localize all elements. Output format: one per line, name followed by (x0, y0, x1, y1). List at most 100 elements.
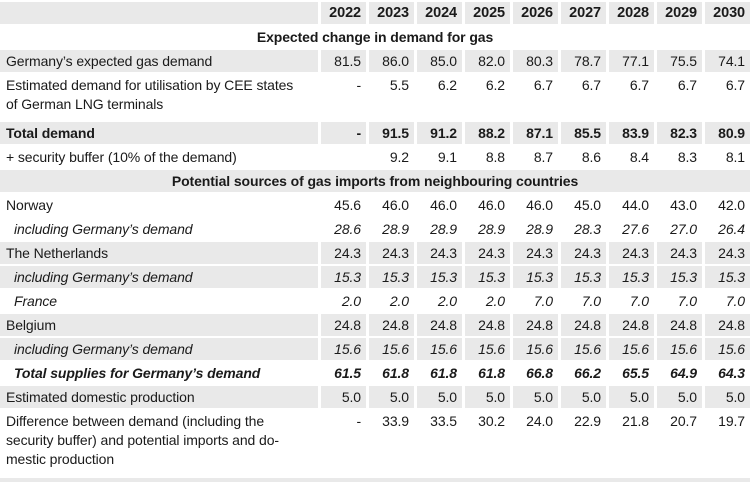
value-cell: 15.6 (609, 338, 654, 360)
section-title-row: Expected change in demand for gas (0, 26, 750, 48)
value-cell: 85.5 (561, 122, 606, 144)
value-cell: 24.8 (657, 314, 702, 336)
value-cell: 2.0 (341, 293, 361, 309)
value-cell: 83.9 (609, 122, 654, 144)
table-row: including Germany’s demand 15.6 15.6 15.6 15… (0, 338, 750, 360)
table-row: Estimated domestic production 5.0 5.0 5.0 5.… (0, 386, 750, 408)
year-column-header: 2026 (513, 2, 558, 24)
value-cell: 21.8 (622, 413, 649, 429)
value-cell: 2.0 (389, 293, 409, 309)
value-cell: - (356, 77, 361, 93)
value-cell: 24.3 (657, 242, 702, 264)
value-cell: 65.5 (622, 365, 649, 381)
value-cell: - (321, 122, 366, 144)
row-label: Estimated domestic production (0, 386, 318, 408)
gas-demand-table: 2022 2023 2024 2025 2026 2027 2028 2029 2030 Exp… (0, 2, 750, 467)
value-cell: 24.0 (526, 413, 553, 429)
row-label: Difference between demand (including the… (6, 413, 279, 467)
value-cell: 8.4 (629, 149, 649, 165)
table-row: Norway 45.6 46.0 46.0 46.0 46.0 45.0 44.0 43.0 42… (0, 194, 750, 216)
value-cell: 15.3 (561, 266, 606, 288)
value-cell: 61.5 (334, 365, 361, 381)
value-cell: 5.0 (705, 386, 750, 408)
value-cell: 15.6 (369, 338, 414, 360)
value-cell: 8.7 (533, 149, 553, 165)
value-cell: 24.3 (705, 242, 750, 264)
row-label: Estimated demand for utilisation by CEE … (6, 77, 294, 112)
row-label: Total demand (0, 122, 318, 144)
value-cell: 20.7 (670, 413, 697, 429)
table-row: Germany’s expected gas demand 81.5 86.0 85.… (0, 50, 750, 72)
section-title-row: Potential sources of gas imports from ne… (0, 170, 750, 192)
value-cell: 46.0 (382, 197, 409, 213)
year-column-header: 2025 (465, 2, 510, 24)
value-cell: 7.0 (629, 293, 649, 309)
value-cell: 26.4 (718, 221, 745, 237)
row-label: The Netherlands (0, 242, 318, 264)
value-cell: 24.3 (561, 242, 606, 264)
value-cell: 46.0 (526, 197, 553, 213)
value-cell: 91.5 (369, 122, 414, 144)
value-cell: 15.6 (465, 338, 510, 360)
value-cell: 7.0 (677, 293, 697, 309)
value-cell: 19.7 (718, 413, 745, 429)
row-label: + security buffer (10% of the demand) (6, 149, 237, 165)
value-cell: 5.0 (465, 386, 510, 408)
value-cell: 24.3 (513, 242, 558, 264)
table-row: Total supplies for Germany’s demand 61.5 6… (0, 362, 750, 384)
value-cell: 24.8 (561, 314, 606, 336)
value-cell: 42.0 (718, 197, 745, 213)
value-cell: 82.3 (657, 122, 702, 144)
row-label: Norway (6, 197, 53, 213)
value-cell: 15.3 (417, 266, 462, 288)
value-cell: 9.1 (437, 149, 457, 165)
value-cell: 15.6 (705, 338, 750, 360)
value-cell: 5.0 (417, 386, 462, 408)
value-cell: 28.3 (574, 221, 601, 237)
row-label: including Germany’s demand (0, 266, 318, 288)
value-cell: 46.0 (430, 197, 457, 213)
value-cell: 8.8 (485, 149, 505, 165)
table-row: The Netherlands 24.3 24.3 24.3 24.3 24.3 24.3 2… (0, 242, 750, 264)
value-cell: 24.8 (465, 314, 510, 336)
value-cell: 85.0 (417, 50, 462, 72)
value-cell: 9.2 (389, 149, 409, 165)
value-cell: 61.8 (430, 365, 457, 381)
value-cell: 6.7 (677, 77, 697, 93)
value-cell: 28.9 (526, 221, 553, 237)
value-cell: 22.9 (574, 413, 601, 429)
value-cell: 15.6 (513, 338, 558, 360)
value-cell: 5.5 (389, 77, 409, 93)
year-column-header: 2024 (417, 2, 462, 24)
value-cell: 82.0 (465, 50, 510, 72)
value-cell: 64.9 (670, 365, 697, 381)
table-row: Belgium 24.8 24.8 24.8 24.8 24.8 24.8 24.8 24.8 2… (0, 314, 750, 336)
value-cell: 88.2 (465, 122, 510, 144)
value-cell: 24.3 (369, 242, 414, 264)
value-cell: 5.0 (321, 386, 366, 408)
value-cell: 33.9 (382, 413, 409, 429)
section-title: Potential sources of gas imports from ne… (0, 170, 750, 192)
year-column-header: 2029 (657, 2, 702, 24)
value-cell: 33.5 (430, 413, 457, 429)
value-cell: 15.3 (609, 266, 654, 288)
value-cell: 81.5 (321, 50, 366, 72)
value-cell: 61.8 (478, 365, 505, 381)
value-cell: 15.6 (321, 338, 366, 360)
value-cell: 15.6 (561, 338, 606, 360)
value-cell: 6.7 (629, 77, 649, 93)
value-cell: 91.2 (417, 122, 462, 144)
value-cell: 43.0 (670, 197, 697, 213)
value-cell: 15.3 (369, 266, 414, 288)
value-cell: 66.8 (526, 365, 553, 381)
year-column-header: 2022 (321, 2, 366, 24)
table-row: + security buffer (10% of the demand) 9.2… (0, 146, 750, 168)
value-cell: 66.2 (574, 365, 601, 381)
value-cell: 6.2 (485, 77, 505, 93)
value-cell: 15.6 (417, 338, 462, 360)
year-column-header: 2030 (705, 2, 750, 24)
row-label: France (14, 293, 57, 309)
value-cell: 7.0 (725, 293, 745, 309)
value-cell: 7.0 (581, 293, 601, 309)
value-cell: 8.6 (581, 149, 601, 165)
